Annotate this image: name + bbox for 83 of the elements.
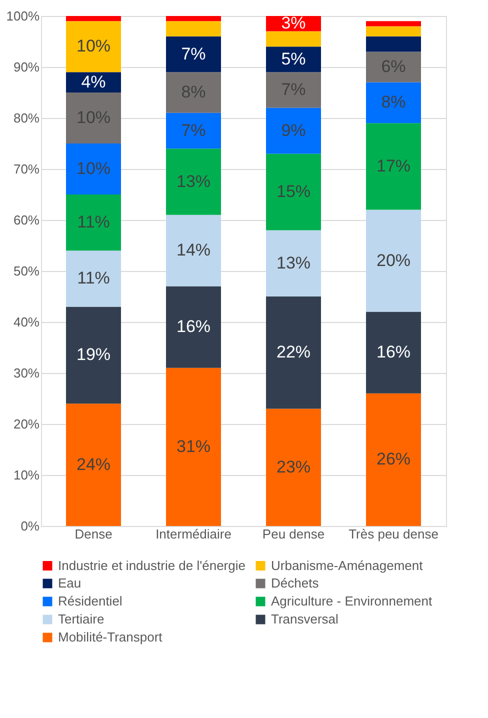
y-tick-label: 50% <box>13 264 40 278</box>
bar <box>66 194 121 251</box>
data-label: 20% <box>376 250 411 270</box>
data-label: 31% <box>176 436 211 456</box>
bar <box>366 36 421 52</box>
data-label: 22% <box>276 342 311 362</box>
bar <box>266 72 321 108</box>
bar <box>166 148 221 215</box>
data-label: 14% <box>176 240 211 260</box>
bar <box>366 210 421 312</box>
data-label: 10% <box>76 159 111 178</box>
y-tick-label: 40% <box>13 314 40 330</box>
x-tick-label: Très peu dense <box>348 526 438 542</box>
bar <box>266 154 321 230</box>
y-tick-label: 90% <box>13 60 40 74</box>
data-label: 24% <box>76 454 111 474</box>
bar <box>66 92 121 144</box>
data-label: 26% <box>376 450 411 469</box>
data-label: 5% <box>281 49 306 68</box>
data-label: 17% <box>376 156 411 176</box>
data-label: 13% <box>176 172 211 191</box>
data-label: 9% <box>281 120 306 140</box>
bar <box>66 404 121 526</box>
bar <box>166 72 221 113</box>
data-label: 8% <box>381 92 406 112</box>
data-label: 19% <box>76 345 111 364</box>
legend-label: Industrie et industrie de l'énergie <box>58 558 246 573</box>
y-tick-label: 30% <box>13 366 40 380</box>
bar <box>266 108 321 154</box>
bar <box>66 250 121 307</box>
data-label: 23% <box>276 457 311 476</box>
data-label: 4% <box>81 72 106 92</box>
bar <box>166 368 221 526</box>
data-label: 11% <box>77 268 110 288</box>
y-tick-label: 20% <box>13 416 40 432</box>
y-tick-label: 0% <box>20 518 40 534</box>
bar <box>366 52 421 82</box>
data-label: 15% <box>276 182 311 201</box>
y-tick-label: 10% <box>13 468 40 482</box>
bar <box>66 21 121 72</box>
y-tick-label: 80% <box>13 110 40 126</box>
legend-label: Agriculture - Environnement <box>271 594 433 608</box>
bar <box>366 26 421 36</box>
data-label: 7% <box>181 120 206 140</box>
legend-label: Transversal <box>271 612 339 626</box>
bar <box>366 123 421 210</box>
bar <box>66 306 121 404</box>
data-label: 16% <box>176 317 211 336</box>
bar <box>266 296 321 409</box>
legend-label: Mobilité-Transport <box>58 630 163 644</box>
legend-label: Résidentiel <box>58 594 122 608</box>
y-tick-label: 70% <box>13 162 40 176</box>
legend-label: Eau <box>58 576 82 590</box>
data-label: 13% <box>276 253 311 272</box>
x-tick-label: Intermédiaire <box>156 526 232 542</box>
data-label: 7% <box>181 44 206 64</box>
data-label: 10% <box>76 36 111 56</box>
legend-label: Urbanisme-Aménagement <box>271 558 424 573</box>
bar <box>166 16 221 22</box>
data-label: 3% <box>281 14 306 33</box>
bar <box>166 36 221 72</box>
bar <box>266 408 321 526</box>
bar <box>166 21 221 36</box>
bar <box>166 214 221 286</box>
bar <box>266 46 321 72</box>
x-tick-label: Peu dense <box>262 526 325 542</box>
data-label: 11% <box>77 212 110 232</box>
bar <box>366 82 421 124</box>
data-label: 16% <box>376 342 411 362</box>
bar <box>166 286 221 368</box>
bar <box>266 230 321 296</box>
legend-label: Tertiaire <box>58 612 104 626</box>
x-tick-label: Dense <box>74 526 112 542</box>
bar <box>366 312 421 394</box>
bar <box>266 31 321 47</box>
legend-label: Déchets <box>271 576 320 590</box>
y-tick-label: 100% <box>6 8 40 24</box>
bar <box>366 21 421 26</box>
bar <box>66 144 121 194</box>
y-tick-label: 60% <box>13 212 40 228</box>
bar <box>66 16 121 22</box>
bar <box>166 112 221 149</box>
bar <box>366 393 421 526</box>
